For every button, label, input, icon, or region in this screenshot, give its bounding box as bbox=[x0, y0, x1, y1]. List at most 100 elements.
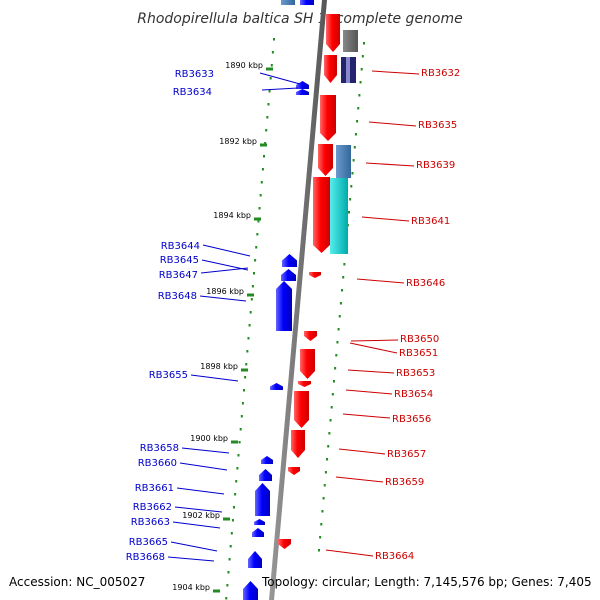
gene-label-rb3650: RB3650 bbox=[400, 334, 439, 345]
gene-label-rb3665: RB3665 bbox=[129, 537, 168, 548]
track-dot bbox=[358, 94, 361, 97]
track-dot bbox=[269, 77, 272, 80]
track-dot bbox=[266, 116, 269, 119]
gene-label-rb3645: RB3645 bbox=[160, 255, 199, 266]
forward-gene-3 bbox=[281, 269, 296, 281]
kbp-tick-label: 1890 kbp bbox=[225, 61, 263, 70]
track-dot bbox=[243, 389, 246, 392]
track-dot bbox=[331, 393, 334, 396]
reverse-gene-6 bbox=[304, 331, 317, 341]
forward-gene-4 bbox=[276, 281, 292, 331]
gene-label-rb3661: RB3661 bbox=[135, 483, 174, 494]
track-dot bbox=[257, 220, 260, 223]
reverse-gene-9 bbox=[294, 391, 309, 428]
label-leader-line bbox=[170, 541, 218, 552]
track-dot bbox=[343, 263, 346, 266]
label-leader-line bbox=[174, 506, 223, 513]
label-leader-line bbox=[190, 374, 239, 382]
gene-label-rb3663: RB3663 bbox=[131, 517, 170, 528]
track-dot bbox=[337, 328, 340, 331]
kbp-tick-label: 1896 kbp bbox=[206, 287, 244, 296]
track-dot bbox=[319, 536, 322, 539]
track-dot bbox=[335, 354, 338, 357]
track-dot bbox=[270, 64, 273, 67]
gene-label-rb3647: RB3647 bbox=[159, 270, 198, 281]
gene-labels: RB3633 RB3634 RB3644 RB3645 RB3647 RB3648 RB36… bbox=[126, 68, 461, 563]
forward-gene-11 bbox=[248, 551, 262, 568]
track-dot bbox=[363, 42, 365, 45]
track-dot bbox=[268, 90, 271, 93]
track-dot bbox=[258, 207, 261, 210]
topology-text: Topology: circular; Length: 7,145,576 bp… bbox=[262, 575, 592, 589]
kbp-ticks: 1890 kbp 1892 kbp 1894 kbp 1896 kbp 1898 kbp… bbox=[172, 61, 273, 593]
label-leader-line bbox=[200, 267, 249, 274]
gene-label-rb3651: RB3651 bbox=[399, 348, 438, 359]
kbp-tick-label: 1892 kbp bbox=[219, 137, 257, 146]
gene-label-rb3653: RB3653 bbox=[396, 368, 435, 379]
forward-gene-8 bbox=[255, 483, 270, 516]
track-dot bbox=[240, 415, 243, 418]
label-leader-line bbox=[179, 462, 228, 471]
track-dot bbox=[225, 597, 228, 600]
label-leader-line bbox=[342, 413, 391, 419]
grey-feature-block bbox=[343, 30, 358, 52]
label-leader-line bbox=[371, 70, 420, 75]
track-dot bbox=[245, 363, 248, 366]
track-dot bbox=[353, 146, 356, 149]
label-leader-line bbox=[176, 487, 225, 495]
track-dot bbox=[227, 571, 230, 574]
track-dot bbox=[230, 532, 233, 535]
forward-gene-5 bbox=[270, 383, 283, 390]
track-dot bbox=[259, 194, 262, 197]
navy-feature-highlight bbox=[346, 57, 350, 83]
gene-label-rb3660: RB3660 bbox=[138, 458, 177, 469]
forward-gene-2 bbox=[282, 254, 297, 267]
gene-label-rb3668: RB3668 bbox=[126, 552, 165, 563]
track-dot bbox=[237, 454, 240, 457]
track-dot bbox=[234, 493, 237, 496]
track-dot bbox=[239, 428, 242, 431]
gene-label-rb3655: RB3655 bbox=[149, 370, 188, 381]
label-leader-line bbox=[361, 216, 410, 222]
track-dot bbox=[321, 510, 324, 513]
track-dot bbox=[351, 172, 354, 175]
track-dot bbox=[352, 159, 355, 162]
label-leader-line bbox=[172, 521, 221, 529]
gene-label-rb3634: RB3634 bbox=[173, 87, 212, 98]
track-dot bbox=[329, 419, 332, 422]
track-dot bbox=[255, 246, 258, 249]
track-dot bbox=[235, 480, 238, 483]
track-dot bbox=[322, 497, 325, 500]
track-dot bbox=[238, 441, 241, 444]
track-dot bbox=[332, 380, 335, 383]
gene-label-rb3632: RB3632 bbox=[421, 68, 460, 79]
track-dot bbox=[361, 55, 364, 58]
track-dot bbox=[256, 233, 259, 236]
reverse-gene-5 bbox=[309, 272, 321, 278]
gene-label-rb3635: RB3635 bbox=[418, 120, 457, 131]
track-dot bbox=[254, 259, 257, 262]
track-dot bbox=[226, 584, 229, 587]
kbp-tick-mark bbox=[223, 517, 230, 521]
gene-label-rb3659: RB3659 bbox=[385, 477, 424, 488]
forward-gene-12 bbox=[243, 581, 258, 600]
gene-label-rb3656: RB3656 bbox=[392, 414, 431, 425]
track-dot bbox=[229, 545, 232, 548]
track-dot bbox=[330, 406, 333, 409]
track-dot bbox=[231, 519, 234, 522]
track-dot bbox=[350, 185, 353, 188]
kbp-tick-label: 1894 kbp bbox=[213, 211, 251, 220]
track-dot bbox=[241, 402, 244, 405]
track-dot bbox=[357, 107, 360, 110]
track-dot bbox=[244, 376, 247, 379]
label-leader-line bbox=[181, 447, 230, 454]
top-blue-block bbox=[300, 0, 314, 5]
kbp-tick-mark bbox=[247, 293, 254, 297]
reverse-gene-4 bbox=[313, 177, 330, 253]
gene-label-rb3639: RB3639 bbox=[416, 160, 455, 171]
kbp-tick-mark bbox=[213, 589, 220, 593]
track-dot bbox=[260, 181, 263, 184]
track-dot bbox=[236, 467, 239, 470]
track-dot bbox=[251, 285, 254, 288]
